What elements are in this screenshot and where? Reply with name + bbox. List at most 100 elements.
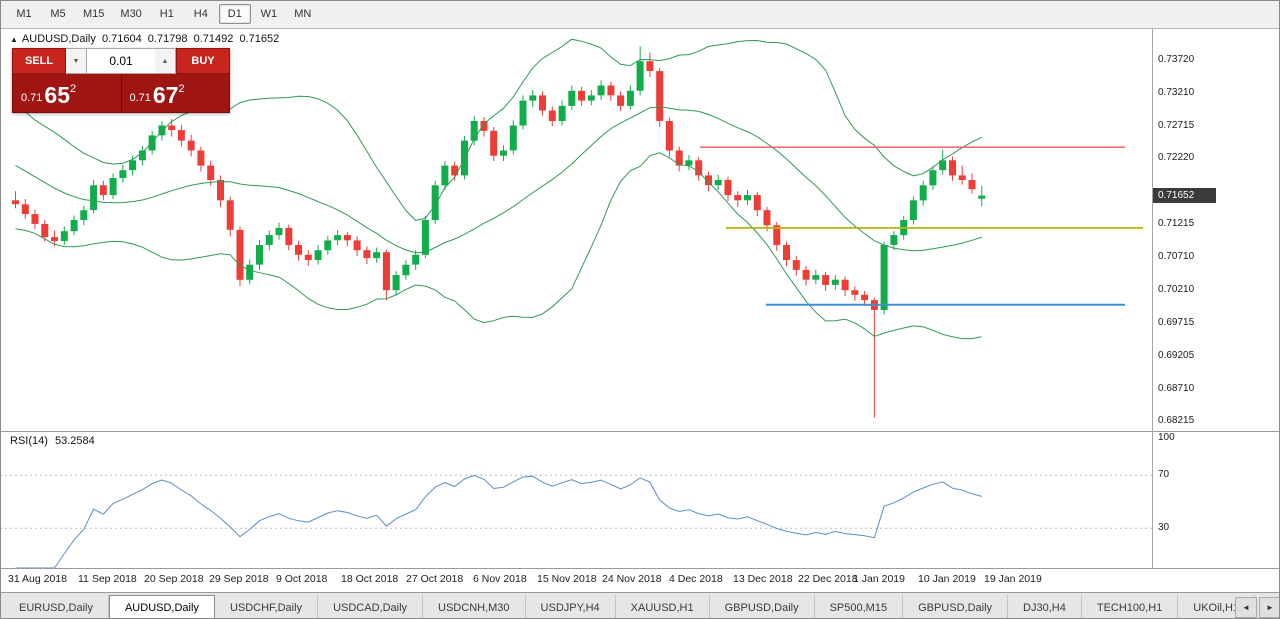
candle [500, 150, 507, 156]
volume-input[interactable]: 0.01 [87, 48, 155, 74]
tab-usdcad-daily[interactable]: USDCAD,Daily [318, 595, 424, 619]
tab-usdcnh-m30[interactable]: USDCNH,M30 [423, 595, 526, 619]
candle [773, 225, 781, 245]
candle [295, 245, 302, 255]
timeframe-m15[interactable]: M15 [83, 8, 105, 20]
price-axis-label: 0.72220 [1158, 152, 1195, 164]
candle [246, 264, 254, 280]
timeframe-d1[interactable]: D1 [218, 4, 251, 24]
tabs-scroll-left-button[interactable]: ◄ [1235, 597, 1257, 618]
tab-gbpusd-daily[interactable]: GBPUSD,Daily [903, 595, 1009, 619]
candle [978, 195, 986, 199]
candle [334, 235, 342, 241]
candle [509, 125, 517, 151]
candle [431, 185, 439, 221]
date-axis-label: 20 Sep 2018 [144, 573, 204, 585]
volume-up-button[interactable]: ▲ [155, 48, 176, 74]
chart-collapse-icon[interactable]: ▲ [10, 35, 18, 44]
candles [12, 46, 986, 418]
candle [958, 175, 966, 180]
tab-tech100-h1[interactable]: TECH100,H1 [1081, 595, 1179, 619]
price-axis-label: 0.69715 [1158, 316, 1195, 328]
timeframe-m1[interactable]: M1 [16, 8, 32, 20]
date-axis-label: 9 Oct 2018 [276, 573, 328, 585]
candle [949, 160, 956, 176]
tabs-list: EURUSD,Daily AUDUSD,Daily USDCHF,Daily USDC… [4, 593, 1256, 619]
candle [207, 165, 215, 180]
chart-symbol-period: AUDUSD,Daily [21, 33, 96, 45]
candle [451, 165, 459, 176]
candle [695, 160, 703, 176]
tab-xauusd-h1[interactable]: XAUUSD,H1 [615, 595, 710, 619]
trade-panel-divider [120, 74, 122, 112]
timeframe-h4[interactable]: H4 [193, 8, 208, 20]
date-axis-label: 13 Dec 2018 [733, 573, 793, 585]
tab-gbpusd-daily[interactable]: GBPUSD,Daily [709, 595, 815, 619]
timeframe-m5[interactable]: M5 [50, 8, 66, 20]
candle [734, 195, 742, 201]
buy-price-pips: 67 [152, 82, 179, 108]
candle [70, 220, 78, 232]
sell-price-fraction: 2 [70, 83, 77, 95]
candle [685, 160, 693, 166]
sell-price-base: 0.71 [21, 92, 43, 104]
main-chart-panel: ▲ AUDUSD,Daily 0.71604 0.71798 0.71492 0.… [0, 28, 1280, 432]
candle [480, 121, 488, 131]
tab-audusd-daily[interactable]: AUDUSD,Daily [108, 595, 215, 619]
candle [138, 150, 146, 161]
candle [324, 240, 332, 251]
tab-usdjpy-h4[interactable]: USDJPY,H4 [525, 595, 616, 619]
buy-price[interactable]: 0.71 67 2 [122, 74, 230, 112]
candle [909, 200, 917, 220]
arrow-right-icon: ► [1266, 603, 1274, 612]
buy-price-fraction: 2 [178, 83, 185, 95]
date-axis-label: 19 Jan 2019 [984, 573, 1042, 585]
tab-usdchf-daily[interactable]: USDCHF,Daily [214, 595, 319, 619]
candle [187, 140, 195, 151]
price-axis-label: 0.70210 [1158, 284, 1195, 296]
candle [636, 61, 644, 91]
timeframe-toolbar: M1 M5 M15 M30 H1 H4 D1 W1 MN [0, 0, 1280, 29]
candle [314, 250, 322, 260]
candle [939, 160, 947, 171]
date-axis-label: 18 Oct 2018 [341, 573, 399, 585]
candle [539, 95, 546, 111]
sell-price[interactable]: 0.71 65 2 [13, 74, 121, 112]
candle [714, 180, 722, 186]
tab-dj30-h4[interactable]: DJ30,H4 [1008, 595, 1082, 619]
candle [617, 95, 625, 106]
candle [831, 279, 839, 285]
chart-open-value: 0.71604 [101, 33, 142, 45]
candle [890, 235, 898, 245]
volume-down-button[interactable]: ▼ [66, 48, 87, 74]
candle [304, 254, 312, 260]
timeframe-m30[interactable]: M30 [120, 8, 142, 20]
date-axis-label: 1 Jan 2019 [853, 573, 905, 585]
tab-sp500-m15[interactable]: SP500,M15 [814, 595, 904, 619]
candle [217, 180, 224, 201]
candle [275, 227, 283, 236]
rsi-axis-label: 100 [1158, 432, 1175, 443]
buy-button[interactable]: BUY [176, 48, 230, 74]
timeframe-h1[interactable]: H1 [159, 8, 174, 20]
candle [129, 160, 137, 171]
candle [822, 275, 830, 285]
rsi-canvas[interactable] [0, 432, 1280, 568]
candle [568, 90, 576, 106]
rsi-indicator-value: 53.2584 [54, 435, 95, 447]
tab-eurusd-daily[interactable]: EURUSD,Daily [4, 595, 109, 619]
candle [646, 61, 654, 71]
tabs-scroll-buttons: ◄ ► [1235, 597, 1280, 618]
sell-button[interactable]: SELL [12, 48, 66, 74]
candle [578, 90, 586, 101]
price-axis-label: 0.71215 [1158, 218, 1195, 230]
date-axis: 31 Aug 2018 11 Sep 2018 20 Sep 2018 29 Sep … [0, 569, 1280, 592]
candle [197, 150, 205, 166]
main-chart-canvas[interactable] [0, 28, 1280, 431]
sell-price-pips: 65 [44, 82, 71, 108]
tabs-scroll-right-button[interactable]: ► [1259, 597, 1280, 618]
candle [841, 279, 849, 291]
timeframe-mn[interactable]: MN [294, 8, 312, 20]
candle [665, 121, 673, 151]
timeframe-w1[interactable]: W1 [260, 8, 278, 20]
